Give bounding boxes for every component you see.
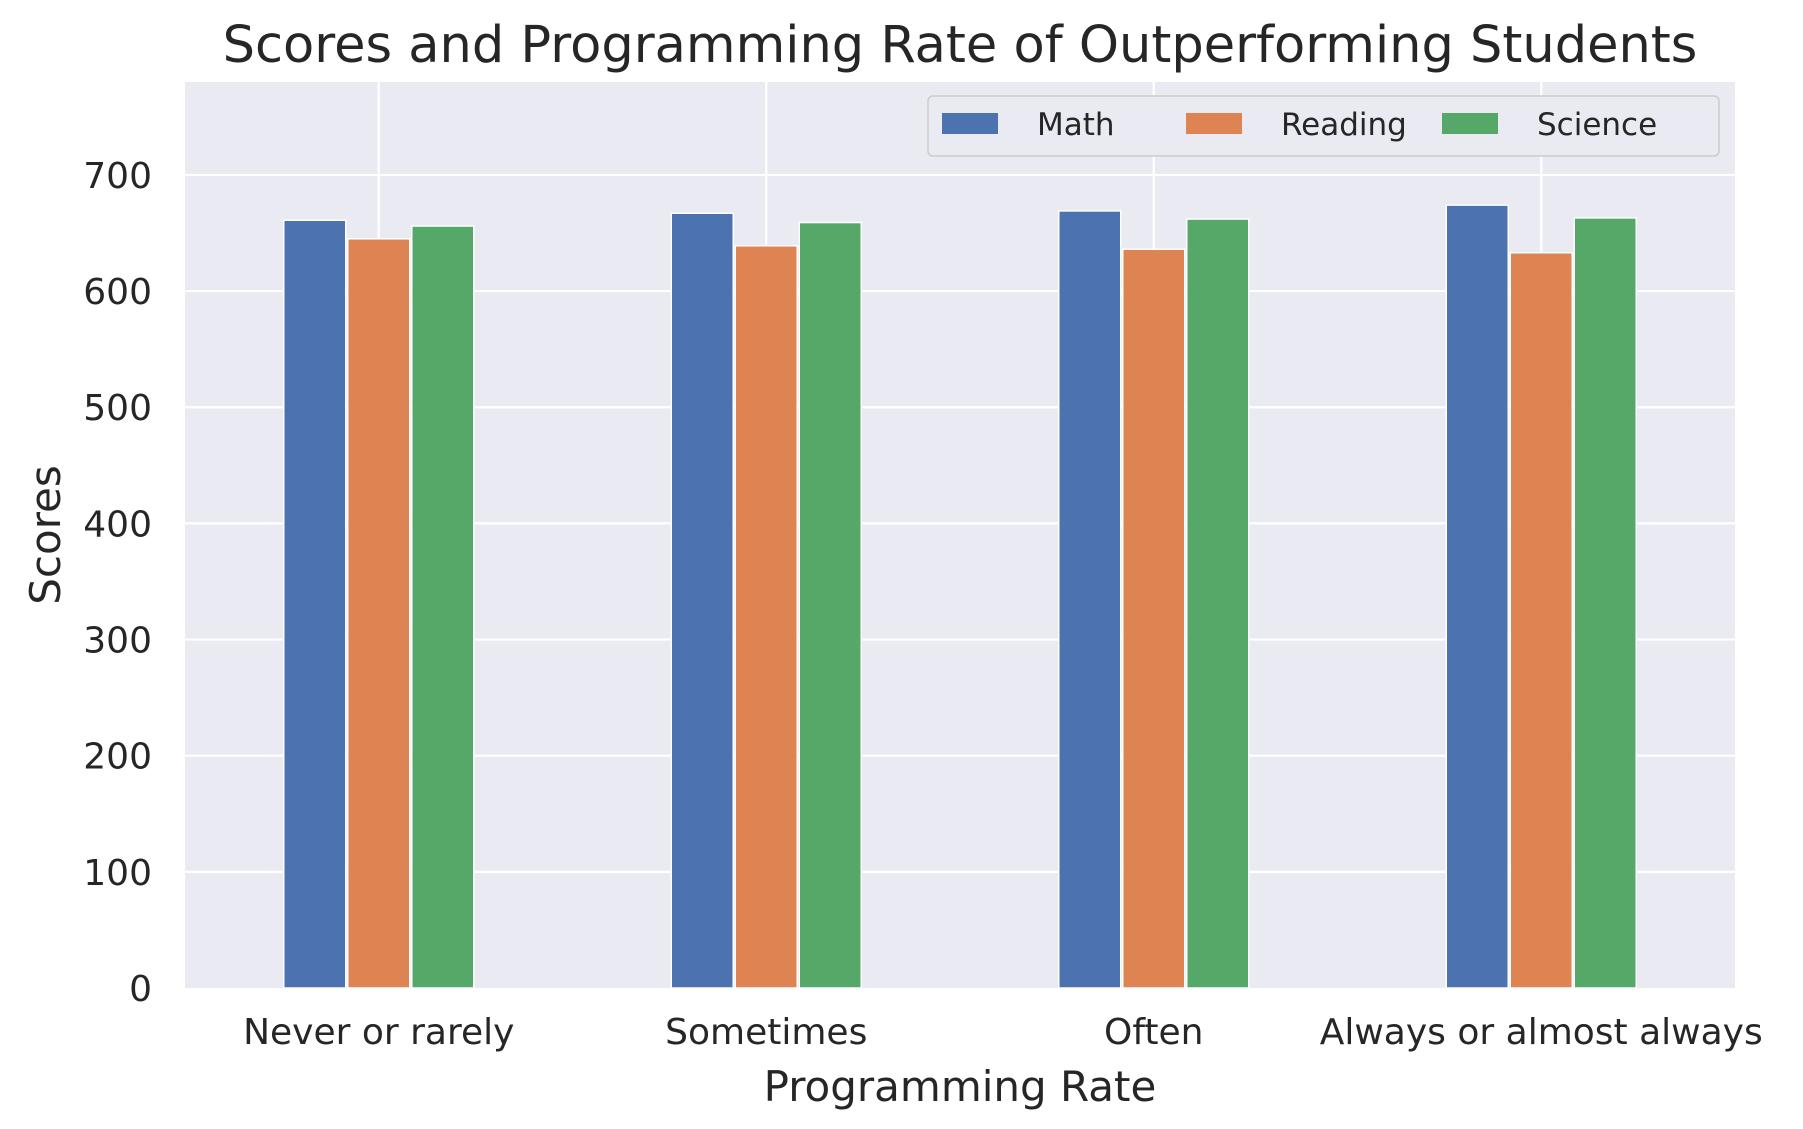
y-tick-label: 700 xyxy=(83,156,152,197)
bar-science-0 xyxy=(411,225,475,989)
y-tick-label: 200 xyxy=(83,737,152,778)
chart-title: Scores and Programming Rate of Outperfor… xyxy=(223,16,1698,75)
bar-math-0 xyxy=(283,219,347,989)
bar-science-1 xyxy=(798,221,862,989)
y-tick-labels: 0 100 200 300 400 500 600 700 xyxy=(83,156,152,1010)
y-tick-label: 500 xyxy=(83,388,152,429)
bar-math-1 xyxy=(670,212,734,989)
x-tick-label: Often xyxy=(1104,1012,1203,1053)
x-tick-label: Sometimes xyxy=(665,1012,867,1053)
legend-box xyxy=(927,95,1720,157)
legend-swatch-math xyxy=(942,113,998,134)
legend-swatch-reading xyxy=(1186,113,1242,134)
bar-science-2 xyxy=(1186,218,1250,989)
bar-math-2 xyxy=(1058,210,1122,989)
bars xyxy=(283,204,1637,989)
bar-reading-3 xyxy=(1509,251,1573,989)
x-tick-label: Never or rarely xyxy=(243,1012,514,1053)
y-tick-label: 600 xyxy=(83,272,152,313)
y-tick-label: 300 xyxy=(83,621,152,662)
y-tick-label: 400 xyxy=(83,504,152,545)
bar-reading-2 xyxy=(1122,248,1186,989)
x-tick-label: Always or almost always xyxy=(1320,1012,1763,1053)
legend-label-science: Science xyxy=(1537,107,1657,143)
legend-swatch-science xyxy=(1442,113,1498,134)
bar-science-3 xyxy=(1573,217,1637,989)
legend-items: Math Reading Science xyxy=(942,107,1657,143)
y-axis-label: Scores xyxy=(21,465,70,605)
x-tick-labels: Never or rarely Sometimes Often Always or a… xyxy=(243,1012,1763,1053)
bar-reading-1 xyxy=(734,245,798,989)
legend-label-math: Math xyxy=(1037,107,1115,143)
y-tick-label: 0 xyxy=(129,969,152,1010)
y-tick-label: 100 xyxy=(83,853,152,894)
bar-math-3 xyxy=(1445,204,1509,989)
bar-reading-0 xyxy=(347,238,411,989)
x-axis-label: Programming Rate xyxy=(764,1062,1157,1111)
legend: Math Reading Science xyxy=(927,95,1720,157)
legend-label-reading: Reading xyxy=(1281,107,1407,143)
